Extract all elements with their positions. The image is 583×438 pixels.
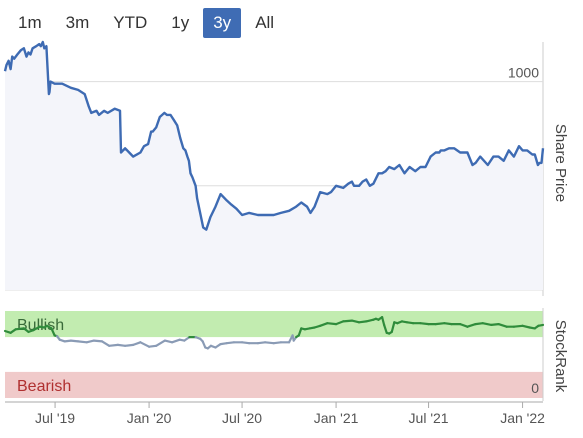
x-tick-label: Jul '21	[409, 410, 449, 426]
stockrank-segment	[335, 320, 345, 326]
stockrank-segment	[241, 341, 251, 345]
stockrank-segment	[419, 322, 430, 326]
x-tick-label: Jan '21	[314, 410, 359, 426]
x-tick-label: Jan '20	[127, 410, 172, 426]
stockrank-segment	[148, 344, 158, 348]
stockrank-segment	[319, 322, 329, 327]
x-axis: Jul '19 Jan '20 Jul '20 Jan '21 Jul '21 Jan '…	[5, 401, 545, 426]
stockrank-segment	[459, 323, 469, 328]
range-selector: 1m 3m YTD 1y 3y All	[8, 8, 284, 38]
price-area-fill	[5, 42, 543, 290]
bearish-label: Bearish	[17, 378, 71, 395]
price-panel: 05001000	[0, 40, 545, 296]
range-button-1y[interactable]: 1y	[161, 8, 199, 38]
stockrank-segment	[123, 343, 135, 347]
stockrank-segment	[272, 341, 282, 345]
stockrank-segment	[201, 340, 207, 349]
stockrank-segment	[383, 323, 388, 334]
stockrank-segment	[14, 327, 25, 331]
stockrank-segment	[108, 343, 120, 347]
stockrank-segment	[490, 323, 500, 326]
bearish-band	[5, 371, 543, 398]
stockrank-segment	[69, 339, 80, 343]
stockrank-segment	[326, 322, 338, 326]
x-tick-label: Jul '19	[35, 410, 75, 426]
stockrank-segment	[497, 323, 508, 328]
stockrank-panel: Bullish Bearish 0	[0, 308, 545, 401]
x-tick-label: Jul '20	[222, 410, 262, 426]
stockrank-segment	[350, 319, 361, 324]
stockrank-segment	[163, 339, 174, 344]
range-button-3m[interactable]: 3m	[56, 8, 100, 38]
stockrank-segment	[342, 319, 353, 323]
stockrank-tick-label: 0	[531, 380, 539, 396]
stockrank-segment	[116, 343, 127, 347]
stockrank-segment	[365, 318, 375, 323]
stockrank-segment	[132, 341, 142, 346]
stockrank-segment	[443, 322, 453, 326]
stockrank-segment	[171, 338, 181, 344]
range-button-ytd[interactable]: YTD	[103, 8, 157, 38]
stockrank-segment	[76, 340, 88, 344]
price-tick-label: 1000	[508, 65, 539, 81]
price-axis-title: Share Price	[552, 124, 569, 202]
range-button-3y[interactable]: 3y	[203, 8, 242, 38]
stockrank-segment	[155, 339, 166, 347]
stockrank-segment	[100, 340, 111, 347]
x-tick-label: Jan '22	[500, 410, 545, 426]
stockrank-segment	[85, 339, 96, 344]
stockrank-segment	[139, 341, 151, 348]
stockrank-segment	[512, 324, 524, 328]
stockrank-segment	[381, 316, 386, 326]
stockrank-segment	[225, 341, 235, 345]
stockrank-segment	[264, 341, 275, 345]
range-button-all[interactable]: All	[245, 8, 284, 38]
range-button-1m[interactable]: 1m	[8, 8, 52, 38]
stockrank-segment	[92, 339, 104, 343]
stockrank-segment	[50, 327, 56, 337]
stockrank-segment	[390, 321, 396, 333]
bullish-label: Bullish	[17, 317, 64, 334]
stockrank-segment	[32, 325, 41, 332]
stockrank-axis-title: StockRank	[552, 320, 569, 393]
stockrank-segment	[474, 322, 484, 326]
stockrank-segment	[466, 323, 477, 328]
stockrank-segment	[358, 320, 368, 324]
stockrank-segment	[537, 323, 545, 327]
stockrank-segment	[297, 327, 303, 337]
stockrank-segment	[521, 324, 531, 329]
stockrank-segment	[256, 341, 267, 345]
stockrank-segment	[481, 322, 493, 326]
stockrank-segment	[434, 322, 446, 326]
